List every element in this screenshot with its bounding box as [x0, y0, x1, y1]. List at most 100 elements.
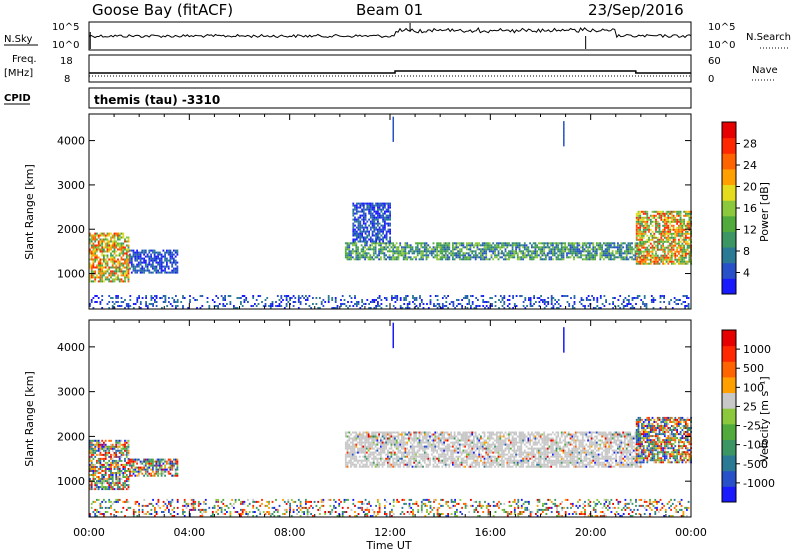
echo-cell: [402, 437, 405, 440]
echo-cell: [367, 457, 370, 460]
echo-cell: [366, 208, 369, 211]
echo-cell: [104, 278, 107, 281]
echo-cell: [346, 242, 349, 245]
echo-cell: [103, 459, 105, 462]
echo-cell: [334, 297, 337, 299]
echo-cell: [543, 250, 546, 253]
echo-cell: [635, 256, 638, 259]
echo-cell: [679, 240, 682, 243]
echo-cell: [662, 256, 664, 259]
echo-cell: [474, 242, 477, 245]
echo-cell: [155, 470, 158, 473]
echo-cell: [392, 130, 395, 135]
echo-cell: [399, 463, 402, 466]
echo-cell: [652, 307, 655, 309]
echo-cell: [362, 435, 365, 438]
echo-cell: [439, 447, 442, 450]
echo-cell: [157, 474, 159, 477]
echo-cell: [377, 222, 379, 225]
echo-cell: [639, 240, 642, 243]
echo-cell: [90, 240, 93, 243]
echo-cell: [134, 271, 137, 274]
echo-cell: [375, 212, 377, 215]
echo-cell: [639, 216, 642, 219]
echo-cell: [90, 254, 93, 257]
echo-cell: [362, 202, 365, 205]
echo-cell: [409, 431, 412, 434]
echo-cell: [538, 301, 541, 303]
echo-cell: [603, 305, 606, 307]
echo-cell: [622, 307, 625, 309]
echo-cell: [444, 457, 447, 460]
echo-cell: [613, 256, 616, 259]
echo-cell: [656, 254, 659, 257]
echo-cell: [118, 480, 121, 483]
echo-cell: [463, 297, 465, 299]
echo-cell: [360, 439, 363, 442]
echo-cell: [215, 305, 218, 307]
echo-cell: [678, 246, 680, 249]
echo-cell: [644, 260, 647, 263]
echo-cell: [624, 297, 627, 299]
echo-cell: [494, 301, 497, 303]
echo-cell: [526, 305, 528, 307]
echo-cell: [634, 258, 637, 261]
echo-cell: [111, 459, 114, 462]
echo-cell: [525, 254, 528, 257]
echo-cell: [433, 305, 435, 307]
echo-cell: [372, 433, 375, 436]
echo-cell: [217, 305, 219, 307]
echo-cell: [686, 242, 689, 245]
echo-cell: [271, 303, 274, 305]
echo-cell: [539, 248, 542, 251]
echo-cell: [371, 248, 373, 251]
echo-cell: [543, 246, 546, 249]
echo-cell: [420, 441, 423, 444]
echo-cell: [96, 484, 98, 487]
echo-cell: [344, 461, 347, 464]
echo-cell: [159, 267, 161, 270]
echo-cell: [382, 206, 384, 209]
echo-cell: [502, 254, 505, 257]
echo-cell: [353, 443, 356, 446]
echo-cell: [524, 307, 527, 309]
colorbar-tick-label: 12: [743, 224, 757, 237]
echo-cell: [532, 252, 535, 255]
echo-cell: [362, 433, 365, 436]
echo-cell: [150, 253, 152, 256]
echo-cell: [355, 210, 358, 213]
echo-cell: [381, 435, 384, 438]
echo-cell: [550, 250, 553, 253]
echo-cell: [169, 261, 172, 264]
noise-panel: [88, 21, 692, 51]
echo-cell: [159, 257, 161, 260]
echo-cell: [506, 246, 509, 249]
echo-cell: [120, 470, 123, 472]
echo-cell: [141, 297, 144, 299]
echo-cell: [92, 443, 95, 446]
echo-cell: [124, 480, 126, 483]
echo-cell: [488, 242, 491, 245]
echo-cell: [452, 437, 454, 440]
echo-cell: [651, 250, 654, 253]
echo-cell: [108, 234, 111, 237]
echo-cell: [615, 252, 617, 255]
echo-cell: [408, 435, 410, 438]
echo-cell: [406, 252, 409, 255]
echo-cell: [148, 474, 151, 477]
echo-cell: [110, 445, 112, 448]
echo-cell: [665, 240, 668, 243]
echo-cell: [171, 305, 174, 307]
echo-cell: [651, 236, 654, 239]
echo-cell: [413, 439, 416, 442]
echo-cell: [377, 210, 379, 213]
echo-cell: [459, 443, 461, 446]
echo-cell: [122, 246, 125, 249]
echo-cell: [443, 457, 445, 460]
echo-cell: [371, 218, 374, 221]
echo-cell: [592, 242, 595, 245]
echo-cell: [378, 447, 380, 450]
echo-cell: [652, 299, 655, 301]
echo-cell: [127, 254, 130, 257]
echo-cell: [385, 216, 388, 219]
